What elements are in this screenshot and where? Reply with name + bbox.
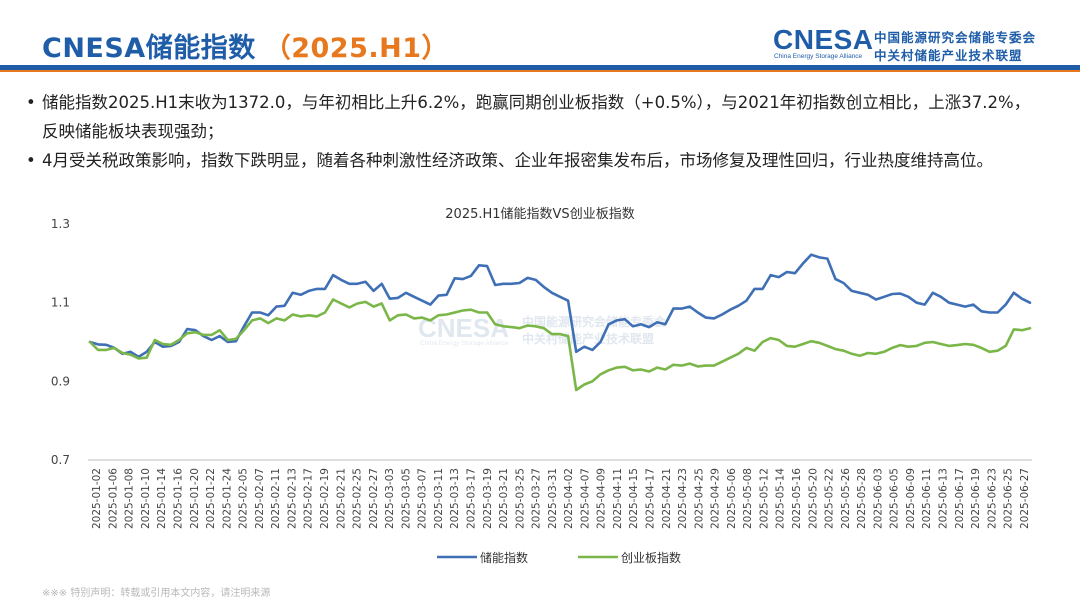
slide-title-period: （2025.H1） — [263, 33, 449, 64]
slide-title: CNESA储能指数 （2025.H1） — [42, 26, 449, 65]
x-tick-label: 2025-05-20 — [807, 468, 819, 529]
x-tick-label: 2025-02-27 — [368, 468, 380, 529]
y-tick-label: 0.9 — [51, 374, 70, 388]
x-tick-label: 2025-02-07 — [254, 468, 266, 529]
series-line-storage-index — [88, 253, 1032, 359]
line-chart: 2025.H1储能指数VS创业板指数 CNESA China Energy St… — [51, 207, 1032, 565]
x-tick-label: 2025-01-14 — [156, 468, 168, 529]
logo-cn-line2: 中关村储能产业技术联盟 — [874, 48, 1023, 63]
x-tick-label: 2025-06-17 — [954, 468, 966, 529]
logo-subtitle: China Energy Storage Alliance — [774, 53, 863, 60]
x-tick-label: 2025-03-21 — [498, 468, 510, 529]
bullet-list: • 储能指数2025.H1末收为1372.0，与年初相比上升6.2%，跑赢同期创业… — [26, 88, 1046, 175]
x-tick-label: 2025-06-11 — [921, 468, 933, 529]
x-tick-label: 2025-04-25 — [693, 468, 705, 529]
x-tick-label: 2025-05-16 — [791, 468, 803, 529]
x-tick-label: 2025-05-22 — [824, 468, 836, 529]
bullet-text: 4月受关税政策影响，指数下跌明显，随着各种刺激性经济政策、企业年报密集发布后，市… — [42, 151, 993, 170]
x-tick-label: 2025-01-10 — [140, 468, 152, 529]
bullet-text: 储能指数2025.H1末收为1372.0，与年初相比上升6.2%，跑赢同期创业板… — [42, 93, 1031, 141]
x-tick-label: 2025-01-02 — [91, 468, 103, 529]
x-tick-label: 2025-03-13 — [449, 468, 461, 529]
header-rule-blue — [0, 65, 1080, 70]
x-tick-label: 2025-02-13 — [286, 468, 298, 529]
legend-label: 创业板指数 — [621, 550, 681, 565]
y-axis: 0.7 0.9 1.1 1.3 — [51, 217, 70, 467]
x-tick-label: 2025-06-03 — [872, 468, 884, 529]
x-tick-label: 2025-01-22 — [205, 468, 217, 529]
x-tick-label: 2025-01-06 — [107, 468, 119, 529]
x-tick-label: 2025-03-07 — [417, 468, 429, 529]
chart-title: 2025.H1储能指数VS创业板指数 — [445, 207, 634, 222]
watermark-wordmark: CNESA — [418, 313, 509, 343]
x-tick-label: 2025-06-09 — [905, 468, 917, 529]
legend-label: 储能指数 — [480, 550, 528, 565]
x-tick-label: 2025-05-06 — [726, 468, 738, 529]
x-tick-label: 2025-02-17 — [303, 468, 315, 529]
x-tick-label: 2025-01-08 — [124, 468, 136, 529]
header-rule-orange — [0, 70, 1080, 72]
chart-watermark: CNESA China Energy Storage Alliance 中国能源… — [418, 313, 667, 347]
x-tick-label: 2025-04-11 — [612, 468, 624, 529]
x-tick-label: 2025-06-19 — [970, 468, 982, 529]
x-tick-label: 2025-03-11 — [433, 468, 445, 529]
series-line-chinext-index — [88, 298, 1032, 392]
x-tick-label: 2025-05-14 — [775, 468, 787, 529]
chart-legend: 储能指数 创业板指数 — [437, 550, 681, 565]
x-tick-label: 2025-05-08 — [742, 468, 754, 529]
bullet-marker: • — [26, 151, 36, 170]
x-tick-label: 2025-05-28 — [856, 468, 868, 529]
x-tick-label: 2025-03-25 — [514, 468, 526, 529]
x-tick-label: 2025-04-17 — [645, 468, 657, 529]
x-tick-label: 2025-01-16 — [173, 468, 185, 529]
y-tick-label: 1.3 — [51, 217, 70, 231]
watermark-subtitle: China Energy Storage Alliance — [420, 340, 509, 347]
x-axis: 2025-01-02 2025-01-06 2025-01-08 2025-01-10… — [88, 459, 1032, 529]
x-tick-label: 2025-04-21 — [661, 468, 673, 529]
x-tick-label: 2025-04-07 — [579, 468, 591, 529]
x-tick-label: 2025-06-25 — [1003, 468, 1015, 529]
x-tick-label: 2025-06-13 — [937, 468, 949, 529]
slide-header: CNESA储能指数 （2025.H1） CNESA China Energy St… — [0, 0, 1080, 72]
x-tick-label: 2025-02-19 — [319, 468, 331, 529]
x-tick-label: 2025-02-25 — [352, 468, 364, 529]
x-tick-label: 2025-03-19 — [482, 468, 494, 529]
watermark-cn-line2: 中关村储能产业技术联盟 — [522, 331, 654, 346]
x-tick-label: 2025-01-20 — [189, 468, 201, 529]
cnesa-logo: CNESA China Energy Storage Alliance 中国能源… — [773, 24, 1063, 66]
x-tick-label: 2025-04-02 — [563, 468, 575, 529]
footer-disclaimer: ※※※ 特别声明：转载或引用本文内容，请注明来源 — [42, 588, 271, 599]
x-tick-label: 2025-01-24 — [221, 468, 233, 529]
logo-cn-line1: 中国能源研究会储能专委会 — [874, 30, 1037, 45]
bullet-item: • 储能指数2025.H1末收为1372.0，与年初相比上升6.2%，跑赢同期创业… — [26, 88, 1046, 146]
logo-wordmark: CNESA — [773, 24, 874, 55]
y-tick-label: 0.7 — [51, 453, 70, 467]
x-tick-label: 2025-06-27 — [1019, 468, 1031, 529]
x-tick-label: 2025-04-29 — [710, 468, 722, 529]
x-tick-label: 2025-06-05 — [889, 468, 901, 529]
x-tick-label: 2025-05-26 — [840, 468, 852, 529]
bullet-marker: • — [26, 93, 36, 112]
x-tick-label: 2025-02-05 — [238, 468, 250, 529]
y-tick-label: 1.1 — [51, 296, 70, 310]
x-tick-label: 2025-06-23 — [986, 468, 998, 529]
x-tick-label: 2025-03-17 — [465, 468, 477, 529]
x-tick-label: 2025-04-23 — [677, 468, 689, 529]
bullet-item: • 4月受关税政策影响，指数下跌明显，随着各种刺激性经济政策、企业年报密集发布后，… — [26, 146, 1046, 175]
x-tick-label: 2025-05-12 — [758, 468, 770, 529]
x-tick-label: 2025-03-27 — [531, 468, 543, 529]
x-tick-label: 2025-04-15 — [628, 468, 640, 529]
series-layer — [88, 253, 1032, 392]
slide-title-text: CNESA储能指数 — [42, 33, 256, 64]
x-tick-label: 2025-03-31 — [547, 468, 559, 529]
x-tick-label: 2025-02-21 — [335, 468, 347, 529]
x-tick-label: 2025-03-03 — [384, 468, 396, 529]
x-tick-label: 2025-03-05 — [400, 468, 412, 529]
x-tick-label: 2025-02-11 — [270, 468, 282, 529]
x-tick-label: 2025-04-09 — [596, 468, 608, 529]
